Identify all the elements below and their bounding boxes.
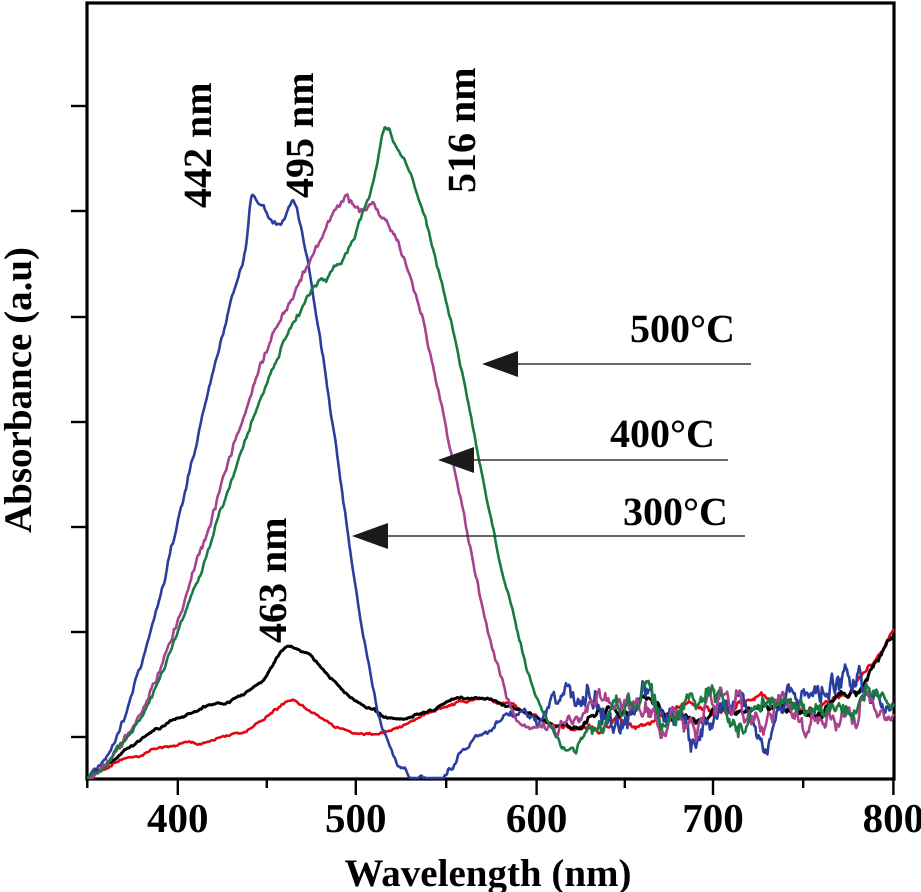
svg-text:500: 500: [325, 795, 387, 841]
svg-text:Absorbance (a.u): Absorbance (a.u): [0, 247, 40, 533]
svg-text:495 nm: 495 nm: [277, 72, 322, 198]
svg-text:442 nm: 442 nm: [175, 82, 220, 208]
svg-text:Wavelength (nm): Wavelength (nm): [344, 852, 631, 892]
svg-text:800: 800: [863, 795, 921, 841]
svg-text:463 nm: 463 nm: [250, 517, 295, 643]
svg-text:500°C: 500°C: [630, 306, 735, 351]
svg-text:516 nm: 516 nm: [439, 67, 484, 193]
svg-text:400°C: 400°C: [610, 411, 715, 456]
svg-text:400: 400: [147, 795, 209, 841]
svg-text:600: 600: [506, 795, 568, 841]
svg-text:700: 700: [682, 795, 744, 841]
svg-text:300°C: 300°C: [623, 489, 728, 534]
